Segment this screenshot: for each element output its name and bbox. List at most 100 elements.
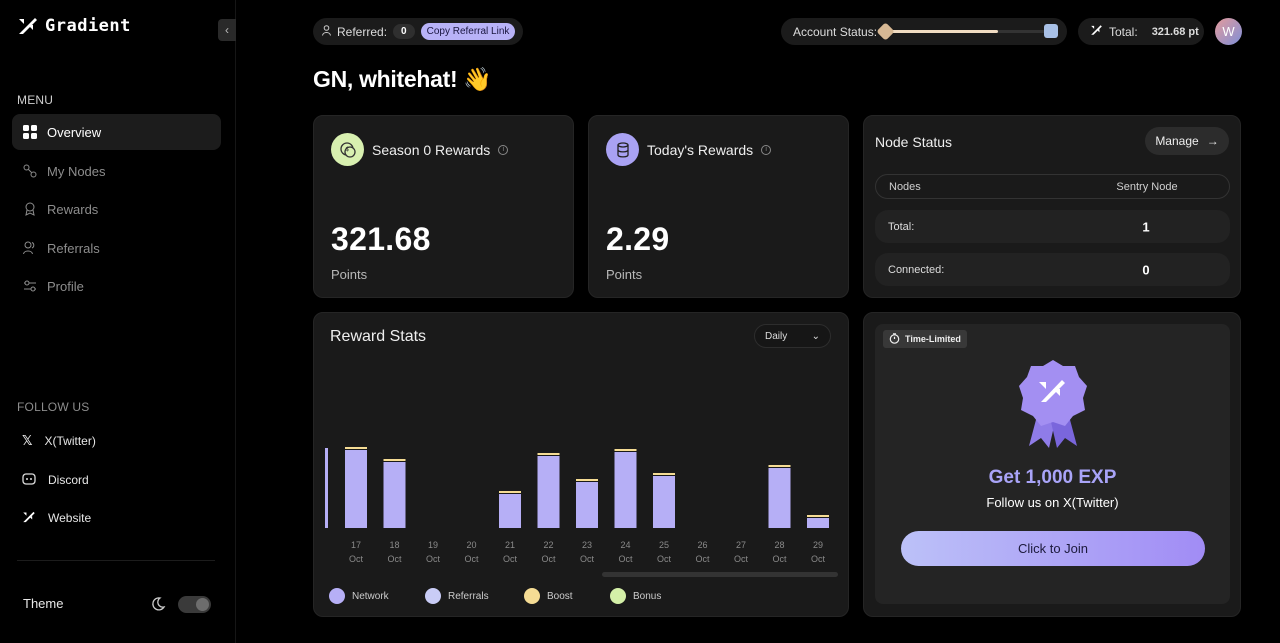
season-rewards-value: 321.68 xyxy=(331,221,431,257)
legend-network[interactable]: Network xyxy=(329,588,389,604)
x-tick-label: Oct xyxy=(772,554,787,564)
follow-label: X(Twitter) xyxy=(44,434,96,448)
chart-bar-network[interactable] xyxy=(499,494,521,528)
divider xyxy=(17,560,215,561)
x-tick-label: 20 xyxy=(466,540,476,550)
x-tick-label: 29 xyxy=(813,540,823,550)
copy-referral-link-button[interactable]: Copy Referral Link xyxy=(420,23,516,40)
account-status-fill xyxy=(885,30,999,33)
chart-bar-network[interactable] xyxy=(614,452,637,528)
toggle-knob xyxy=(196,598,209,611)
x-tick-label: 27 xyxy=(736,540,746,550)
chart-bar-boost[interactable] xyxy=(383,459,406,461)
row-value: 1 xyxy=(1142,219,1150,234)
gradient-logo-icon xyxy=(1090,24,1103,39)
sidebar-item-my-nodes[interactable]: My Nodes xyxy=(12,153,221,189)
promo-card: Time-Limited Get 1,000 EXP Follow us on … xyxy=(863,312,1241,617)
award-icon xyxy=(22,202,37,217)
sidebar-item-referrals[interactable]: Referrals xyxy=(12,230,221,266)
x-tick-label: Oct xyxy=(387,554,402,564)
x-tick-label: 24 xyxy=(620,540,630,550)
chart-bar-network[interactable] xyxy=(807,518,829,528)
total-points-pill: Total: 321.68 pt xyxy=(1078,18,1204,45)
menu-label: MENU xyxy=(17,93,54,107)
sidebar-item-label: Referrals xyxy=(47,240,100,256)
x-tick-label: Oct xyxy=(464,554,479,564)
chart-bar-boost[interactable] xyxy=(653,473,675,475)
account-status-label: Account Status: xyxy=(793,24,878,39)
chart-scrollbar[interactable] xyxy=(602,572,838,577)
chart-bar-boost[interactable] xyxy=(614,449,637,451)
chart-bar-boost[interactable] xyxy=(499,491,521,493)
collapse-sidebar-button[interactable]: ‹ xyxy=(218,19,236,41)
avatar[interactable]: W xyxy=(1215,18,1242,45)
sidebar-item-label: My Nodes xyxy=(47,163,106,179)
x-tick-label: Oct xyxy=(580,554,595,564)
legend-label: Bonus xyxy=(633,590,662,602)
referred-count: 0 xyxy=(393,24,415,39)
chart-bar-boost[interactable] xyxy=(807,515,829,517)
node-row-total: Total: 1 xyxy=(875,210,1230,243)
x-tick-label: Oct xyxy=(811,554,826,564)
brand-logo[interactable]: Gradient xyxy=(17,16,131,36)
period-select[interactable]: Daily ⌄ xyxy=(754,324,831,348)
account-status-bar xyxy=(885,30,1047,33)
x-tick-label: 23 xyxy=(582,540,592,550)
info-icon[interactable]: i xyxy=(498,144,509,155)
sliders-icon xyxy=(22,279,37,294)
legend-swatch xyxy=(610,588,626,604)
sidebar-item-overview[interactable]: Overview xyxy=(12,114,221,150)
chart-bar-network[interactable] xyxy=(537,456,560,528)
today-rewards-value: 2.29 xyxy=(606,221,670,257)
click-to-join-button[interactable]: Click to Join xyxy=(901,531,1205,566)
chart-bar-network[interactable] xyxy=(768,468,791,528)
reward-stats-chart: 17 Oct 18 Oct 19 Oct 20 Oct 21 Oct 22 Oct 23 Oct 24 Oct… xyxy=(325,447,829,564)
chart-bar-boost[interactable] xyxy=(576,479,598,481)
referred-label: Referred: xyxy=(337,24,388,39)
brand-name: Gradient xyxy=(45,16,131,36)
x-tick-label: 18 xyxy=(389,540,399,550)
x-tick-label: 17 xyxy=(351,540,361,550)
legend-referrals[interactable]: Referrals xyxy=(425,588,489,604)
promo-title: Get 1,000 EXP xyxy=(988,467,1117,488)
chart-bar-boost[interactable] xyxy=(345,447,367,449)
sidebar-item-rewards[interactable]: Rewards xyxy=(12,191,221,227)
chart-bar-network[interactable] xyxy=(383,462,406,528)
theme-toggle[interactable] xyxy=(178,596,211,613)
follow-website[interactable]: Website xyxy=(12,503,221,533)
legend-label: Boost xyxy=(547,590,573,602)
nodes-icon xyxy=(22,164,37,179)
sidebar-item-label: Overview xyxy=(47,124,102,140)
chart-bar-network[interactable] xyxy=(345,450,367,528)
legend-swatch xyxy=(329,588,345,604)
follow-x-twitter[interactable]: 𝕏 X(Twitter) xyxy=(12,426,221,456)
x-tick-label: 26 xyxy=(697,540,707,550)
x-tick-label: 25 xyxy=(659,540,669,550)
sidebar-item-profile[interactable]: Profile xyxy=(12,268,221,304)
x-icon: 𝕏 xyxy=(22,433,33,448)
sidebar-item-label: Profile xyxy=(47,278,84,294)
chart-bar-network[interactable] xyxy=(653,476,675,528)
theme-row: Theme xyxy=(23,596,213,613)
chart-bar-partial xyxy=(325,448,328,528)
chart-bar-boost[interactable] xyxy=(768,465,791,467)
follow-discord[interactable]: Discord xyxy=(12,465,221,495)
manage-button[interactable]: Manage → xyxy=(1145,127,1229,155)
node-row-connected: Connected: 0 xyxy=(875,253,1230,286)
chart-bar-network[interactable] xyxy=(576,482,598,528)
x-tick-label: Oct xyxy=(349,554,364,564)
sidebar-item-label: Rewards xyxy=(47,201,99,217)
info-icon[interactable]: i xyxy=(761,144,772,155)
stopwatch-icon xyxy=(889,332,900,346)
reward-stats-card: Reward Stats Daily ⌄ 17 Oct 18 Oct 19 Oct 20 Oc… xyxy=(313,312,849,617)
legend-boost[interactable]: Boost xyxy=(524,588,573,604)
row-label: Total: xyxy=(888,220,915,233)
account-status-pill: Account Status: xyxy=(781,18,1067,45)
chart-bar-boost[interactable] xyxy=(537,453,560,455)
time-limited-tag: Time-Limited xyxy=(883,330,967,348)
x-tick-label: Oct xyxy=(503,554,518,564)
today-rewards-unit: Points xyxy=(606,267,643,282)
legend-bonus[interactable]: Bonus xyxy=(610,588,661,604)
period-value: Daily xyxy=(765,330,788,342)
page-title: GN, whitehat! 👋 xyxy=(313,66,492,92)
